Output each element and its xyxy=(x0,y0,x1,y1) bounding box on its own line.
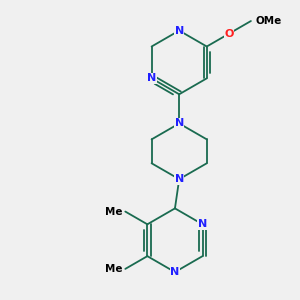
Text: Me: Me xyxy=(105,207,123,217)
Text: N: N xyxy=(175,26,184,36)
Text: N: N xyxy=(175,174,184,184)
Text: N: N xyxy=(170,267,180,277)
Text: N: N xyxy=(175,118,184,128)
Text: OMe: OMe xyxy=(255,16,281,26)
Text: N: N xyxy=(147,73,156,83)
Text: N: N xyxy=(198,219,207,229)
Text: Me: Me xyxy=(105,264,123,274)
Text: O: O xyxy=(224,29,233,39)
